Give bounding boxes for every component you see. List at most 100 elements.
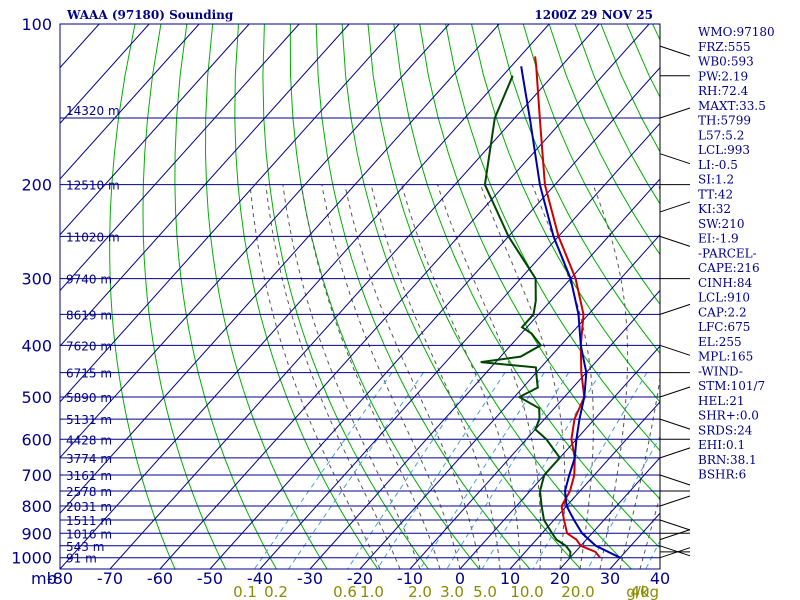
pressure-tick-label: 300 <box>21 270 52 289</box>
index-item: -WIND- <box>698 364 743 378</box>
moist-adiabat <box>300 184 441 569</box>
height-label: 3774 m <box>66 452 112 466</box>
index-item: LCL:993 <box>698 143 750 157</box>
index-item: SW:210 <box>698 217 744 231</box>
height-label: 91 m <box>66 552 97 566</box>
mixing-ratio-label: 40 <box>630 583 649 600</box>
moist-adiabat <box>249 184 381 569</box>
isotherm <box>309 178 660 569</box>
mixing-ratio-label: 5.0 <box>473 583 497 600</box>
temperature-tick-label: -40 <box>247 569 273 588</box>
index-item: EL:255 <box>698 335 742 349</box>
isotherm <box>559 456 660 569</box>
temperature-tick-label: 0 <box>455 569 465 588</box>
dry-adiabat <box>522 24 660 306</box>
index-item: SRDS:24 <box>698 423 753 437</box>
isotherm <box>209 66 660 569</box>
isotherm <box>60 24 550 569</box>
isotherm <box>509 401 660 569</box>
height-label: 14320 m <box>66 104 120 118</box>
index-item: FRZ:555 <box>698 40 751 54</box>
temperature-tick-label: -10 <box>397 569 423 588</box>
wind-barb <box>659 107 691 119</box>
temperature-tick-label: 10 <box>500 569 520 588</box>
height-label: 9740 m <box>66 273 112 287</box>
stability-indices: WMO:97180FRZ:555WB0:593PW:2.19RH:72.4MAX… <box>698 25 775 482</box>
index-item: BRN:38.1 <box>698 453 757 467</box>
mixing-ratio-labels: 0.1 0.2 0.6 1.0 2.0 3.0 5.0 10.0 20.0 40 <box>233 583 649 600</box>
pressure-tick-label: 200 <box>21 176 52 195</box>
index-item: BSHR:6 <box>698 468 746 482</box>
index-item: WB0:593 <box>698 55 754 69</box>
pressure-tick-label: 800 <box>21 497 52 516</box>
index-item: MAXT:33.5 <box>698 99 766 113</box>
height-label: 1016 m <box>66 527 112 541</box>
mixing-ratio-label: 0.2 <box>264 583 288 600</box>
pressure-unit-label: mb <box>31 569 57 588</box>
index-item: HEL:21 <box>698 394 745 408</box>
mixing-ratio-label: 3.0 <box>440 583 464 600</box>
temperature-tick-label: 30 <box>600 569 620 588</box>
wind-barb <box>659 153 691 165</box>
height-label: 4428 m <box>66 433 112 447</box>
wind-barb <box>659 344 691 356</box>
isotherm <box>60 24 200 180</box>
isotherm <box>60 24 250 236</box>
pressure-tick-label: 900 <box>21 524 52 543</box>
isotherm <box>359 233 660 569</box>
temperature-tick-labels: -80 -70 -60 -50 -40 -30 -20 -10 0 10 20 30 40 <box>47 569 670 588</box>
index-item: LFC:675 <box>698 320 750 334</box>
isotherm <box>60 24 450 459</box>
temperature-tick-label: -20 <box>347 569 373 588</box>
index-item: LCL:910 <box>698 291 750 305</box>
dry-adiabat <box>496 24 660 355</box>
dry-adiabat <box>548 24 660 256</box>
wind-barb <box>659 529 691 541</box>
temperature-tick-label: -50 <box>197 569 223 588</box>
height-label: 2031 m <box>66 500 112 514</box>
wind-barb <box>659 447 691 459</box>
isotherm <box>259 122 660 569</box>
moist-adiabat <box>265 184 401 569</box>
dry-adiabat <box>367 24 632 569</box>
index-item: CAP:2.2 <box>698 305 747 319</box>
wind-barb <box>659 418 691 430</box>
wind-barb <box>659 235 691 247</box>
height-labels: 14320 m 12510 m 11020 m 9740 m 8619 m 7620 m 6… <box>66 104 120 566</box>
index-item: STM:101/7 <box>698 379 765 393</box>
moist-adiabat <box>321 184 461 569</box>
series-line-temperature <box>534 56 601 559</box>
height-label: 5890 m <box>66 391 112 405</box>
moist-adiabat <box>344 184 481 569</box>
series-lines <box>480 56 621 559</box>
mixing-ratio-label: 1.0 <box>360 583 384 600</box>
isotherm <box>60 24 300 292</box>
wind-barb <box>659 45 691 57</box>
height-label: 11020 m <box>66 230 120 244</box>
mixing-ratio-label: 20.0 <box>561 583 594 600</box>
moist-adiabat <box>480 184 566 569</box>
height-label: 1511 m <box>66 514 112 528</box>
dry-adiabat <box>471 24 660 403</box>
height-label: 12510 m <box>66 179 120 193</box>
mixing-ratio-label: 0.1 <box>233 583 257 600</box>
moist-adiabat <box>401 184 521 569</box>
wind-barb <box>659 386 691 398</box>
temperature-tick-label: -80 <box>47 569 73 588</box>
dry-adiabat <box>204 24 328 569</box>
index-item: -PARCEL- <box>698 246 757 260</box>
valid-time: 1200Z 29 NOV 25 <box>534 8 653 22</box>
index-item: EI:-1.9 <box>698 232 739 246</box>
index-item: EHI:0.1 <box>698 438 745 452</box>
height-label: 5131 m <box>66 413 112 427</box>
dry-adiabat <box>109 24 176 569</box>
mixing-ratio-unit: g/kg <box>626 583 659 600</box>
index-item: SI:1.2 <box>698 173 734 187</box>
pressure-tick-label: 400 <box>21 336 52 355</box>
height-label: 3161 m <box>66 469 112 483</box>
wind-barb <box>659 519 691 531</box>
isotherm <box>60 24 400 403</box>
mixing-ratio-label: 10.0 <box>510 583 543 600</box>
